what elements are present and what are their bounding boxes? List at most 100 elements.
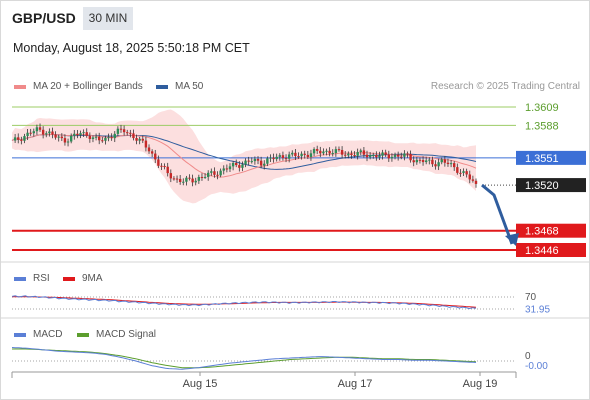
candle-body <box>88 135 92 140</box>
candle-body <box>372 155 375 157</box>
x-axis-label: Aug 15 <box>183 378 218 390</box>
candle-body <box>456 167 459 173</box>
candle-body <box>459 172 462 174</box>
candle-body <box>303 153 306 155</box>
candle-body <box>437 162 440 167</box>
timeframe-button[interactable]: 30 MIN <box>83 7 133 30</box>
candle-body <box>213 171 216 175</box>
candle-body <box>256 158 260 161</box>
candle-body <box>231 162 235 167</box>
candle-body <box>122 129 126 133</box>
level-tag-1.3520 <box>516 178 586 193</box>
candle-body <box>79 133 82 136</box>
candle-body <box>409 154 412 161</box>
candle-body <box>287 154 291 159</box>
candle-body <box>154 153 157 160</box>
candle-body <box>138 138 141 141</box>
candle-body <box>163 166 166 168</box>
candle-body <box>309 153 313 157</box>
forecast-arrow-head <box>505 233 519 246</box>
legend-ma50-swatch <box>156 85 168 89</box>
candle-body <box>440 159 443 163</box>
bollinger-band <box>12 109 476 204</box>
candle-body <box>446 162 450 165</box>
x-axis-label: Aug 17 <box>338 378 373 390</box>
candle-body <box>38 127 42 130</box>
candle-body <box>69 135 73 142</box>
candle-body <box>23 136 26 141</box>
candle-body <box>244 160 247 165</box>
level-label-1.3588: 1.3588 <box>525 120 559 132</box>
candle-body <box>20 139 23 141</box>
rsi-current-label: 31.95 <box>525 304 550 315</box>
candle-body <box>247 160 250 162</box>
watermark: Research © 2025 Trading Central <box>431 81 580 92</box>
candle-body <box>263 163 266 166</box>
candle-body <box>206 172 210 177</box>
candle-body <box>66 141 70 143</box>
candle-body <box>253 158 257 162</box>
candle-body <box>312 149 316 154</box>
level-label-1.3446: 1.3446 <box>525 245 559 257</box>
candle-body <box>334 149 338 154</box>
candle-body <box>350 153 353 156</box>
candle-body <box>63 138 67 143</box>
candle-body <box>172 178 176 180</box>
datetime-label: Monday, August 18, 2025 5:50:18 PM CET <box>13 41 250 55</box>
level-label-1.3468: 1.3468 <box>525 226 559 238</box>
rsi-level-label-70: 70 <box>525 292 537 303</box>
candle-body <box>403 153 406 157</box>
candle-body <box>235 162 238 166</box>
candle-body <box>319 150 322 154</box>
candle-body <box>32 131 35 134</box>
candle-body <box>169 173 173 179</box>
x-axis-label: Aug 19 <box>463 378 498 390</box>
candle-body <box>381 152 384 156</box>
candle-body <box>284 158 288 160</box>
candle-body <box>129 132 132 134</box>
candle-body <box>191 178 194 183</box>
candle-body <box>101 140 104 142</box>
candle-body <box>315 149 319 151</box>
candle-body <box>347 153 350 156</box>
candle-body <box>344 154 347 156</box>
candle-body <box>418 159 422 161</box>
candle-body <box>116 128 120 134</box>
candle-body <box>353 155 356 157</box>
candle-body <box>368 155 372 158</box>
candle-body <box>375 155 378 158</box>
candle-body <box>126 132 129 134</box>
legend-ma20-swatch <box>14 85 26 89</box>
candle-body <box>359 150 362 152</box>
candle-body <box>337 149 341 151</box>
legend-9ma: 9MA <box>82 273 103 284</box>
macd-zero-label: 0 <box>525 351 531 362</box>
candle-body <box>48 131 51 134</box>
rsi-line <box>11 295 477 310</box>
candle-body <box>157 159 160 166</box>
legend-macd-swatch <box>14 333 26 337</box>
candle-body <box>449 163 453 165</box>
level-tag-1.3446 <box>516 243 586 257</box>
candle-body <box>387 154 391 159</box>
candle-body <box>390 156 394 159</box>
candle-body <box>91 137 95 140</box>
candle-body <box>104 137 107 141</box>
candle-body <box>400 156 403 158</box>
candle-body <box>471 179 475 181</box>
candle-body <box>378 155 381 158</box>
candle-body <box>26 132 29 137</box>
candle-body <box>60 136 64 139</box>
candle-body <box>462 171 465 173</box>
candle-body <box>434 164 437 167</box>
candle-body <box>453 163 456 168</box>
symbol-title: GBP/USD <box>12 10 76 26</box>
candle-body <box>110 137 113 139</box>
candle-body <box>135 138 138 141</box>
candle-body <box>250 161 253 163</box>
candle-body <box>119 128 123 130</box>
candle-body <box>85 132 88 136</box>
candle-body <box>396 154 400 157</box>
candle-body <box>300 153 303 157</box>
candle-body <box>468 174 471 180</box>
